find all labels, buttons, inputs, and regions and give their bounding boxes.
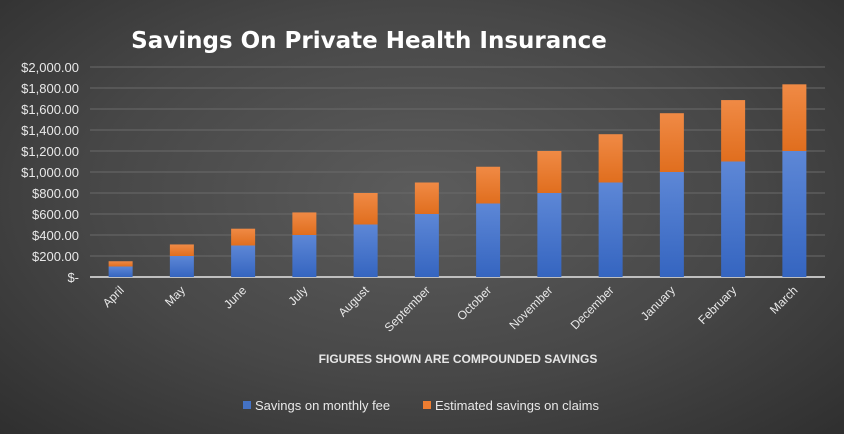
bar-claims-march (782, 84, 807, 151)
bar-monthly-fee-may (169, 256, 194, 277)
x-tick-label: June (221, 283, 250, 312)
x-axis-title: FIGURES SHOWN ARE COMPOUNDED SAVINGS (319, 352, 598, 366)
y-tick-label: $800.00 (32, 186, 79, 201)
y-tick-label: $400.00 (32, 228, 79, 243)
legend: Savings on monthly fee Estimated savings … (243, 398, 600, 413)
bar-monthly-fee-november (537, 193, 562, 277)
bar-claims-october (476, 166, 501, 204)
bar-claims-april (108, 261, 133, 267)
bar-monthly-fee-august (353, 224, 378, 277)
y-tick-label: $200.00 (32, 249, 79, 264)
bar-claims-february (721, 100, 746, 162)
bar-claims-may (169, 244, 194, 256)
x-tick-label: November (506, 283, 555, 332)
bar-claims-november (537, 151, 562, 193)
y-tick-label: $1,200.00 (21, 144, 79, 159)
bar-monthly-fee-july (292, 235, 317, 277)
x-tick-label: August (335, 283, 372, 320)
bar-monthly-fee-december (598, 182, 623, 277)
x-tick-label: July (286, 283, 311, 308)
y-tick-label: $- (67, 270, 79, 285)
bar-monthly-fee-october (476, 203, 501, 277)
bar-monthly-fee-january (659, 172, 684, 277)
bar-monthly-fee-march (782, 151, 807, 277)
x-tick-label: February (695, 283, 739, 327)
bar-claims-january (659, 113, 684, 172)
legend-label: Estimated savings on claims (435, 398, 600, 413)
y-tick-label: $600.00 (32, 207, 79, 222)
x-tick-label: January (638, 283, 678, 323)
bar-claims-december (598, 134, 623, 183)
bar-monthly-fee-june (231, 245, 256, 277)
bar-monthly-fee-april (108, 266, 133, 277)
y-tick-label: $1,400.00 (21, 123, 79, 138)
legend-swatch (243, 401, 251, 409)
y-tick-label: $1,600.00 (21, 102, 79, 117)
x-tick-label: October (454, 283, 494, 323)
bar-claims-september (414, 182, 439, 214)
bar-claims-july (292, 212, 317, 235)
x-tick-label: March (767, 283, 800, 316)
legend-swatch (423, 401, 431, 409)
y-tick-label: $1,800.00 (21, 81, 79, 96)
legend-label: Savings on monthly fee (255, 398, 390, 413)
bar-monthly-fee-february (721, 161, 746, 277)
chart-title: Savings On Private Health Insurance (131, 28, 607, 54)
bar-claims-june (231, 228, 256, 246)
y-tick-label: $1,000.00 (21, 165, 79, 180)
x-tick-label: April (100, 283, 127, 310)
bar-claims-august (353, 193, 378, 225)
x-tick-label: September (382, 283, 433, 334)
x-tick-label: December (568, 283, 617, 332)
bar-monthly-fee-september (414, 214, 439, 277)
y-tick-label: $2,000.00 (21, 60, 79, 75)
x-tick-label: May (162, 283, 188, 309)
